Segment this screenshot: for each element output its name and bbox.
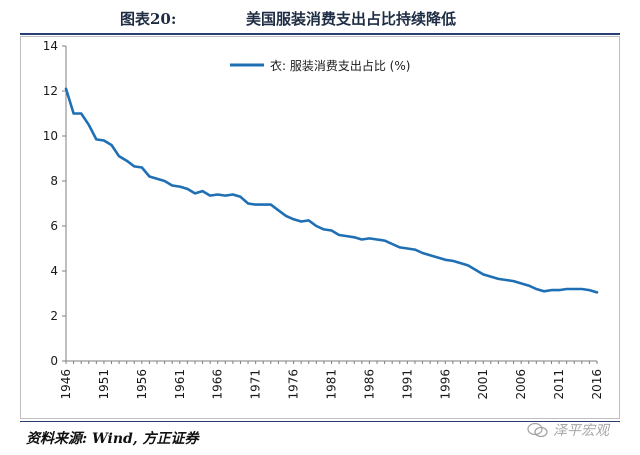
watermark: 泽平宏观 [527, 420, 609, 440]
x-tick-label: 1976 [287, 369, 301, 400]
figure-header: 图表20: 美国服装消费支出占比持续降低 [0, 0, 640, 34]
legend-label: 衣: 服装消费支出占比 (%) [270, 58, 410, 73]
y-tick-label: 14 [43, 39, 58, 53]
x-tick-label: 1966 [211, 369, 225, 400]
x-tick-label: 2006 [514, 369, 528, 400]
y-tick-label: 12 [43, 84, 58, 98]
header-divider [20, 33, 620, 35]
footer-divider [20, 421, 620, 422]
y-tick-label: 4 [50, 264, 58, 278]
figure-title: 美国服装消费支出占比持续降低 [246, 10, 457, 28]
x-tick-label: 1961 [173, 369, 187, 400]
axes: 0 2 4 6 8 10 12 14 1946 1951 1956 1961 1966 1971 1976 1… [43, 39, 604, 400]
y-tick-label: 10 [43, 129, 58, 143]
y-tick-label: 2 [50, 309, 58, 323]
x-tick-label: 1991 [400, 369, 414, 400]
chart-area: 0 2 4 6 8 10 12 14 1946 1951 1956 1961 1966 1971 1976 1… [20, 36, 620, 419]
x-tick-label: 2011 [552, 369, 566, 400]
figure-label: 图表20: [120, 10, 177, 28]
y-tick-label: 0 [50, 354, 58, 368]
series-layer [64, 87, 599, 294]
legend: 衣: 服装消费支出占比 (%) [230, 58, 410, 73]
x-tick-label: 1981 [325, 369, 339, 400]
series-line-clothing-share [64, 87, 599, 294]
x-tick-label: 1946 [59, 369, 73, 400]
x-tick-label: 1971 [249, 369, 263, 400]
x-tick-label: 1956 [135, 369, 149, 400]
x-tick-label: 2001 [476, 369, 490, 400]
x-tick-label: 1951 [97, 369, 111, 400]
source-note: 资料来源: Wind, 方正证券 [26, 431, 199, 447]
x-tick-label: 1986 [362, 369, 376, 400]
wechat-icon [527, 422, 548, 438]
x-tick-label: 2016 [590, 369, 604, 400]
y-tick-label: 8 [50, 174, 58, 188]
watermark-text: 泽平宏观 [553, 423, 609, 439]
y-tick-label: 6 [50, 219, 58, 233]
x-tick-label: 1996 [438, 369, 452, 400]
line-chart: 0 2 4 6 8 10 12 14 1946 1951 1956 1961 1966 1971 1976 1… [20, 36, 620, 419]
